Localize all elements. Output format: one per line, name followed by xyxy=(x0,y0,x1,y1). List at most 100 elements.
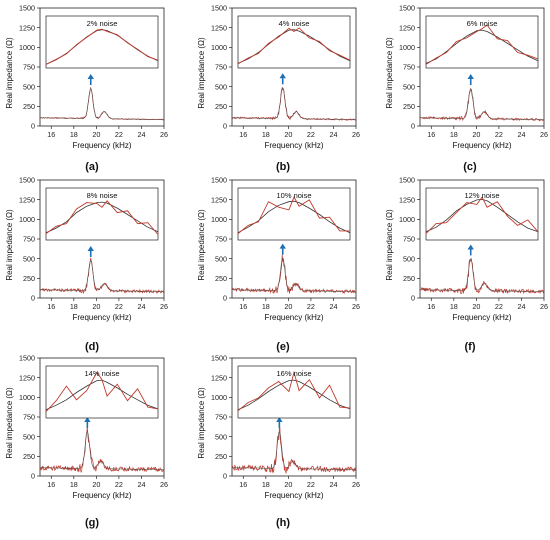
inset-fit-line xyxy=(425,198,539,233)
x-tick-label: 16 xyxy=(47,130,55,139)
x-tick-label: 26 xyxy=(352,480,360,489)
y-tick-label: 0 xyxy=(31,472,35,481)
x-axis-label: Frequency (kHz) xyxy=(264,141,323,150)
spectrum-fit-line xyxy=(420,258,544,292)
y-tick-label: 250 xyxy=(215,274,227,283)
x-tick-label: 26 xyxy=(352,130,360,139)
x-tick-label: 22 xyxy=(495,302,503,311)
panel-label: (b) xyxy=(276,161,290,173)
y-tick-label: 1500 xyxy=(211,4,227,13)
panel-label: (d) xyxy=(85,341,99,353)
y-tick-label: 500 xyxy=(23,254,35,263)
chart-panel-e: 0 250 500 750 1000 1250 1500 16 18 20 22 24 26 Freque… xyxy=(197,176,360,353)
y-axis-label: Real impedance (Ω) xyxy=(5,387,14,459)
arrow-head xyxy=(467,244,474,250)
x-tick-label: 20 xyxy=(92,302,100,311)
inset-noisy-line xyxy=(237,27,351,65)
y-tick-label: 1500 xyxy=(19,354,35,363)
inset-frame xyxy=(425,15,539,69)
y-axis-label: Real impedance (Ω) xyxy=(197,209,206,281)
y-tick-label: 1000 xyxy=(211,43,227,52)
inset-noise-label: 12% noise xyxy=(464,191,499,200)
y-tick-label: 1000 xyxy=(211,393,227,402)
y-tick-label: 500 xyxy=(403,82,415,91)
inset: 14% noise xyxy=(45,365,159,419)
spectrum-noisy-line xyxy=(39,426,165,474)
inset-fit-line xyxy=(425,29,539,64)
y-tick-label: 250 xyxy=(23,452,35,461)
x-tick-label: 16 xyxy=(47,480,55,489)
inset-fit-line xyxy=(237,379,351,411)
x-axis-label: Frequency (kHz) xyxy=(264,491,323,500)
spectrum-fit-line xyxy=(40,430,164,470)
y-axis-label: Real impedance (Ω) xyxy=(5,37,14,109)
chart-panel-b: 0 250 500 750 1000 1250 1500 16 18 20 22 24 26 Freque… xyxy=(197,4,360,173)
arrow-head xyxy=(276,416,283,422)
inset: 4% noise xyxy=(237,15,351,69)
x-tick-label: 24 xyxy=(517,302,525,311)
y-tick-label: 0 xyxy=(31,294,35,303)
inset-noisy-line xyxy=(425,24,539,65)
spectrum-noisy-line xyxy=(39,257,165,295)
x-tick-label: 20 xyxy=(92,480,100,489)
y-tick-label: 1500 xyxy=(19,4,35,13)
y-tick-label: 500 xyxy=(23,82,35,91)
y-tick-label: 0 xyxy=(411,122,415,131)
chart-panel-d: 0 250 500 750 1000 1250 1500 16 18 20 22 24 26 Freque… xyxy=(5,176,168,353)
spectrum-fit-line xyxy=(232,257,356,292)
inset-frame xyxy=(237,15,351,69)
inset-noisy-line xyxy=(45,371,159,412)
x-tick-label: 22 xyxy=(307,302,315,311)
x-tick-label: 18 xyxy=(262,480,270,489)
y-tick-label: 1000 xyxy=(399,43,415,52)
y-axis-label: Real impedance (Ω) xyxy=(5,209,14,281)
inset: 12% noise xyxy=(425,187,539,241)
x-tick-label: 20 xyxy=(472,302,480,311)
arrow-up-icon xyxy=(84,416,91,428)
y-tick-label: 500 xyxy=(23,432,35,441)
inset-noisy-line xyxy=(425,196,539,234)
panel-label: (g) xyxy=(85,517,99,529)
inset-noisy-line xyxy=(45,200,159,235)
x-tick-label: 26 xyxy=(352,302,360,311)
y-tick-label: 750 xyxy=(215,235,227,244)
x-tick-label: 22 xyxy=(115,480,123,489)
spectrum-noisy-line xyxy=(231,87,357,122)
x-axis-label: Frequency (kHz) xyxy=(72,491,131,500)
y-tick-label: 1250 xyxy=(399,195,415,204)
panel-label: (f) xyxy=(465,341,476,353)
y-tick-label: 1000 xyxy=(19,215,35,224)
inset-noise-label: 8% noise xyxy=(87,191,118,200)
y-tick-label: 1500 xyxy=(399,176,415,185)
x-tick-label: 16 xyxy=(239,480,247,489)
inset-noisy-line xyxy=(45,28,159,65)
x-tick-label: 18 xyxy=(70,302,78,311)
x-tick-label: 18 xyxy=(70,130,78,139)
x-tick-label: 26 xyxy=(160,302,168,311)
x-axis-label: Frequency (kHz) xyxy=(72,313,131,322)
spectrum-fit-line xyxy=(40,259,164,292)
x-tick-label: 22 xyxy=(495,130,503,139)
x-tick-label: 16 xyxy=(427,302,435,311)
spectrum-noisy-line xyxy=(231,427,357,474)
chart-panel-g: 0 250 500 750 1000 1250 1500 16 18 20 22 24 26 Freque… xyxy=(5,354,168,529)
y-tick-label: 1250 xyxy=(211,195,227,204)
y-axis-label: Real impedance (Ω) xyxy=(197,37,206,109)
y-tick-label: 750 xyxy=(403,235,415,244)
y-tick-label: 1500 xyxy=(399,4,415,13)
y-tick-label: 250 xyxy=(403,102,415,111)
y-tick-label: 1250 xyxy=(211,23,227,32)
x-tick-label: 22 xyxy=(115,302,123,311)
x-axis-label: Frequency (kHz) xyxy=(452,141,511,150)
x-axis-label: Frequency (kHz) xyxy=(452,313,511,322)
y-tick-label: 1500 xyxy=(19,176,35,185)
inset-noise-label: 10% noise xyxy=(276,191,311,200)
inset-fit-line xyxy=(45,201,159,234)
inset-noise-label: 16% noise xyxy=(276,369,311,378)
arrow-head xyxy=(467,74,474,80)
y-tick-label: 750 xyxy=(23,413,35,422)
x-tick-label: 24 xyxy=(137,480,145,489)
inset: 10% noise xyxy=(237,187,351,241)
arrow-up-icon xyxy=(467,244,474,256)
inset-noise-label: 14% noise xyxy=(84,369,119,378)
